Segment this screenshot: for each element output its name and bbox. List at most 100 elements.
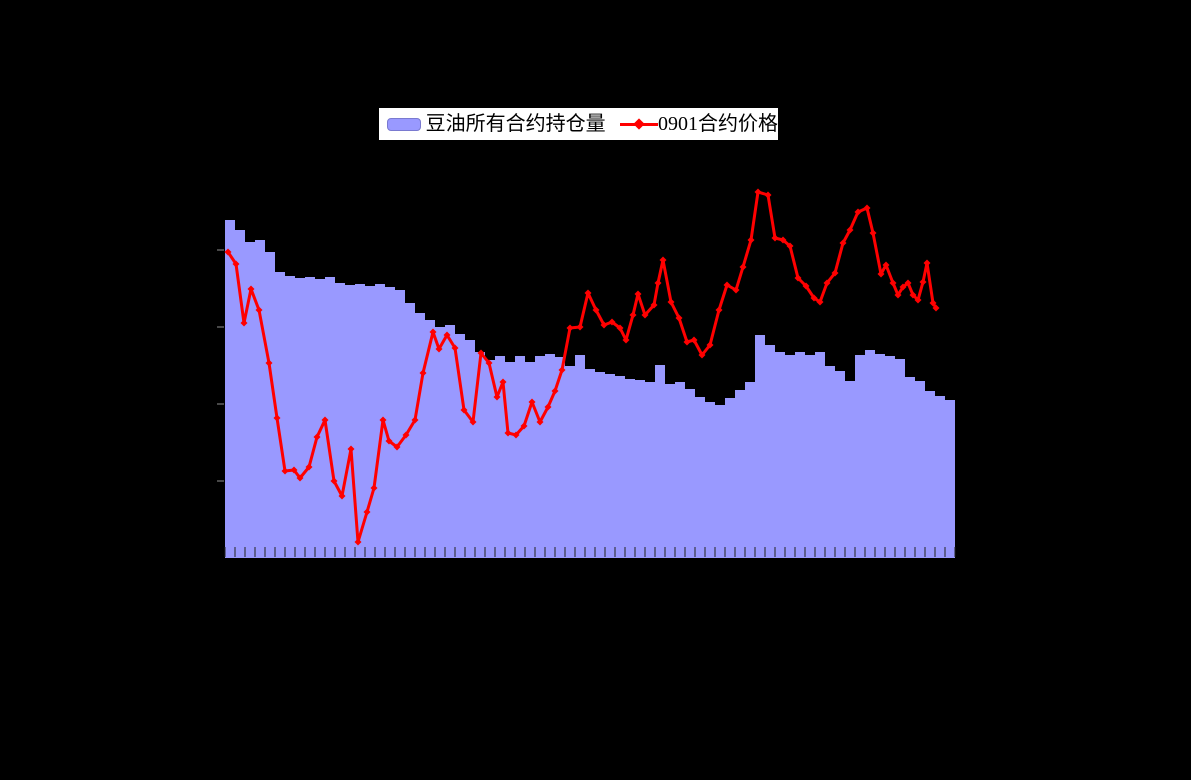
price-point-diamond-marker (255, 306, 263, 314)
price-point-diamond-marker (904, 279, 912, 287)
price-point-diamond-marker (305, 463, 313, 471)
open-interest-bar (735, 390, 745, 558)
price-point-diamond-marker (576, 323, 584, 331)
open-interest-bar (675, 382, 685, 558)
open-interest-bar (715, 405, 725, 558)
open-interest-bar (905, 377, 915, 558)
open-interest-bar (665, 384, 675, 558)
price-point-diamond-marker (877, 270, 885, 278)
x-axis-ticks (224, 547, 956, 557)
open-interest-bar (765, 345, 775, 558)
price-point-diamond-marker (914, 296, 922, 304)
price-point-diamond-marker (923, 259, 931, 267)
open-interest-bar (745, 382, 755, 558)
price-point-diamond-marker (385, 437, 393, 445)
open-interest-bar (655, 365, 665, 558)
open-interest-bar (855, 355, 865, 558)
price-point-diamond-marker (823, 279, 831, 287)
open-interest-bar (255, 240, 265, 558)
price-point-diamond-marker (485, 359, 493, 367)
price-point-diamond-marker (629, 311, 637, 319)
open-interest-bar (395, 290, 405, 558)
price-point-diamond-marker (493, 393, 501, 401)
open-interest-bar (525, 362, 535, 558)
price-point-diamond-marker (600, 321, 608, 329)
price-point-diamond-marker (667, 298, 675, 306)
price-point-diamond-marker (831, 269, 839, 277)
open-interest-bar (605, 374, 615, 558)
open-interest-bar (365, 286, 375, 558)
price-point-diamond-marker (536, 418, 544, 426)
price-point-diamond-marker (520, 422, 528, 430)
price-point-diamond-marker (919, 278, 927, 286)
price-point-diamond-marker (240, 319, 248, 327)
open-interest-bar (475, 352, 485, 558)
price-point-diamond-marker (558, 366, 566, 374)
price-point-diamond-marker (512, 431, 520, 439)
price-point-diamond-marker (675, 314, 683, 322)
price-point-diamond-marker (932, 304, 940, 312)
price-point-diamond-marker (477, 349, 485, 357)
open-interest-bar (755, 335, 765, 558)
price-point-diamond-marker (622, 336, 630, 344)
open-interest-bar (295, 278, 305, 558)
price-point-diamond-marker (232, 260, 240, 268)
price-point-diamond-marker (659, 256, 667, 264)
price-point-diamond-marker (443, 331, 451, 339)
open-interest-bar (555, 357, 565, 558)
price-point-diamond-marker (846, 226, 854, 234)
open-interest-bar (705, 402, 715, 558)
price-point-diamond-marker (419, 369, 427, 377)
y-axis-ticks (217, 249, 224, 482)
price-point-diamond-marker (882, 261, 890, 269)
price-point-diamond-marker (469, 418, 477, 426)
price-point-diamond-marker (854, 208, 862, 216)
open-interest-bar (235, 230, 245, 558)
open-interest-bar (375, 284, 385, 558)
price-point-diamond-marker (929, 299, 937, 307)
price-point-diamond-marker (839, 239, 847, 247)
open-interest-bar (625, 379, 635, 558)
price-point-diamond-marker (544, 403, 552, 411)
open-interest-bar (425, 320, 435, 558)
open-interest-bar (385, 287, 395, 558)
open-interest-bar (355, 284, 365, 558)
price-point-diamond-marker (802, 282, 810, 290)
price-point-diamond-marker (754, 188, 762, 196)
price-point-diamond-marker (869, 229, 877, 237)
price-point-diamond-marker (899, 283, 907, 291)
diamond-marker-icon (632, 118, 645, 130)
open-interest-bar (305, 277, 315, 558)
open-interest-bar (285, 276, 295, 558)
price-point-diamond-marker (354, 538, 362, 546)
price-point-diamond-marker (504, 429, 512, 437)
price-point-diamond-marker (634, 290, 642, 298)
open-interest-bar (415, 313, 425, 558)
price-point-diamond-marker (771, 234, 779, 242)
price-point-diamond-marker (894, 291, 902, 299)
price-point-diamond-marker (247, 285, 255, 293)
open-interest-bar (315, 279, 325, 558)
open-interest-bar (815, 352, 825, 558)
price-point-diamond-marker (224, 248, 232, 256)
price-point-diamond-marker (732, 286, 740, 294)
price-point-diamond-marker (654, 279, 662, 287)
price-point-diamond-marker (290, 466, 298, 474)
price-point-diamond-marker (393, 443, 401, 451)
open-interest-bar (775, 352, 785, 558)
price-point-diamond-marker (411, 416, 419, 424)
price-point-diamond-marker (608, 318, 616, 326)
open-interest-bar (925, 391, 935, 558)
open-interest-bar (645, 382, 655, 558)
price-point-diamond-marker (460, 406, 468, 414)
price-point-diamond-marker (690, 336, 698, 344)
price-point-diamond-marker (889, 279, 897, 287)
open-interest-bar (575, 355, 585, 558)
open-interest-bar (455, 334, 465, 558)
open-interest-bar (845, 381, 855, 558)
open-interest-bar (865, 350, 875, 558)
price-point-diamond-marker (786, 242, 794, 250)
price-point-diamond-marker (715, 306, 723, 314)
price-point-diamond-marker (321, 416, 329, 424)
open-interest-bar (345, 285, 355, 558)
